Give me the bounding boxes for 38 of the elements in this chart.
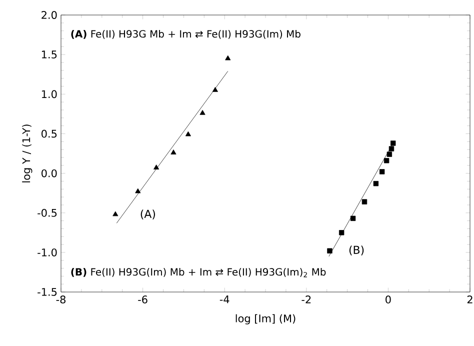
point (200, 110, 206, 115)
point (388, 146, 394, 152)
y-tick-label: 0.5 (42, 130, 57, 138)
x-tick-label: 2 (467, 296, 472, 304)
point (373, 180, 379, 186)
point (338, 230, 344, 236)
point (327, 248, 332, 254)
y-tick-label: 0.0 (42, 169, 57, 178)
y-tick-label: -1.0 (38, 248, 57, 256)
point (170, 150, 176, 154)
y-tick-label: -1.5 (38, 288, 57, 296)
annotation: (A) Fe(II) H93G Mb + Im ⇄ Fe(II) H93G(Im) Mb (71, 30, 300, 39)
y-axis-title: log Y / (1-Y) (22, 124, 32, 182)
point (112, 211, 118, 216)
point (185, 131, 191, 136)
point (225, 55, 231, 60)
x-tick-label: -2 (302, 296, 311, 304)
point (154, 164, 160, 170)
point (390, 140, 396, 146)
point (212, 87, 218, 92)
point (135, 188, 141, 194)
x-axis-title: log [Im] (M) (236, 314, 296, 324)
x-tick-label: -6 (138, 296, 148, 304)
x-tick-label: 0 (386, 296, 391, 304)
y-tick-label: 1.0 (42, 90, 57, 98)
point (350, 216, 356, 221)
point (384, 158, 390, 164)
annotation: (A) (140, 210, 156, 220)
point (386, 152, 392, 157)
point (379, 169, 385, 174)
y-tick-label: -0.5 (38, 208, 57, 217)
x-tick-label: -8 (56, 296, 66, 304)
y-tick-label: 2.0 (42, 11, 57, 19)
point (362, 199, 368, 204)
annotation: (B) (349, 246, 364, 256)
y-tick-label: 1.5 (42, 50, 57, 58)
annotation: (B) Fe(II) H93G(Im) Mb + Im ⇄ Fe(II) H93G(Im)$_{2}$ Mb (71, 268, 326, 278)
x-tick-label: -4 (220, 296, 230, 304)
